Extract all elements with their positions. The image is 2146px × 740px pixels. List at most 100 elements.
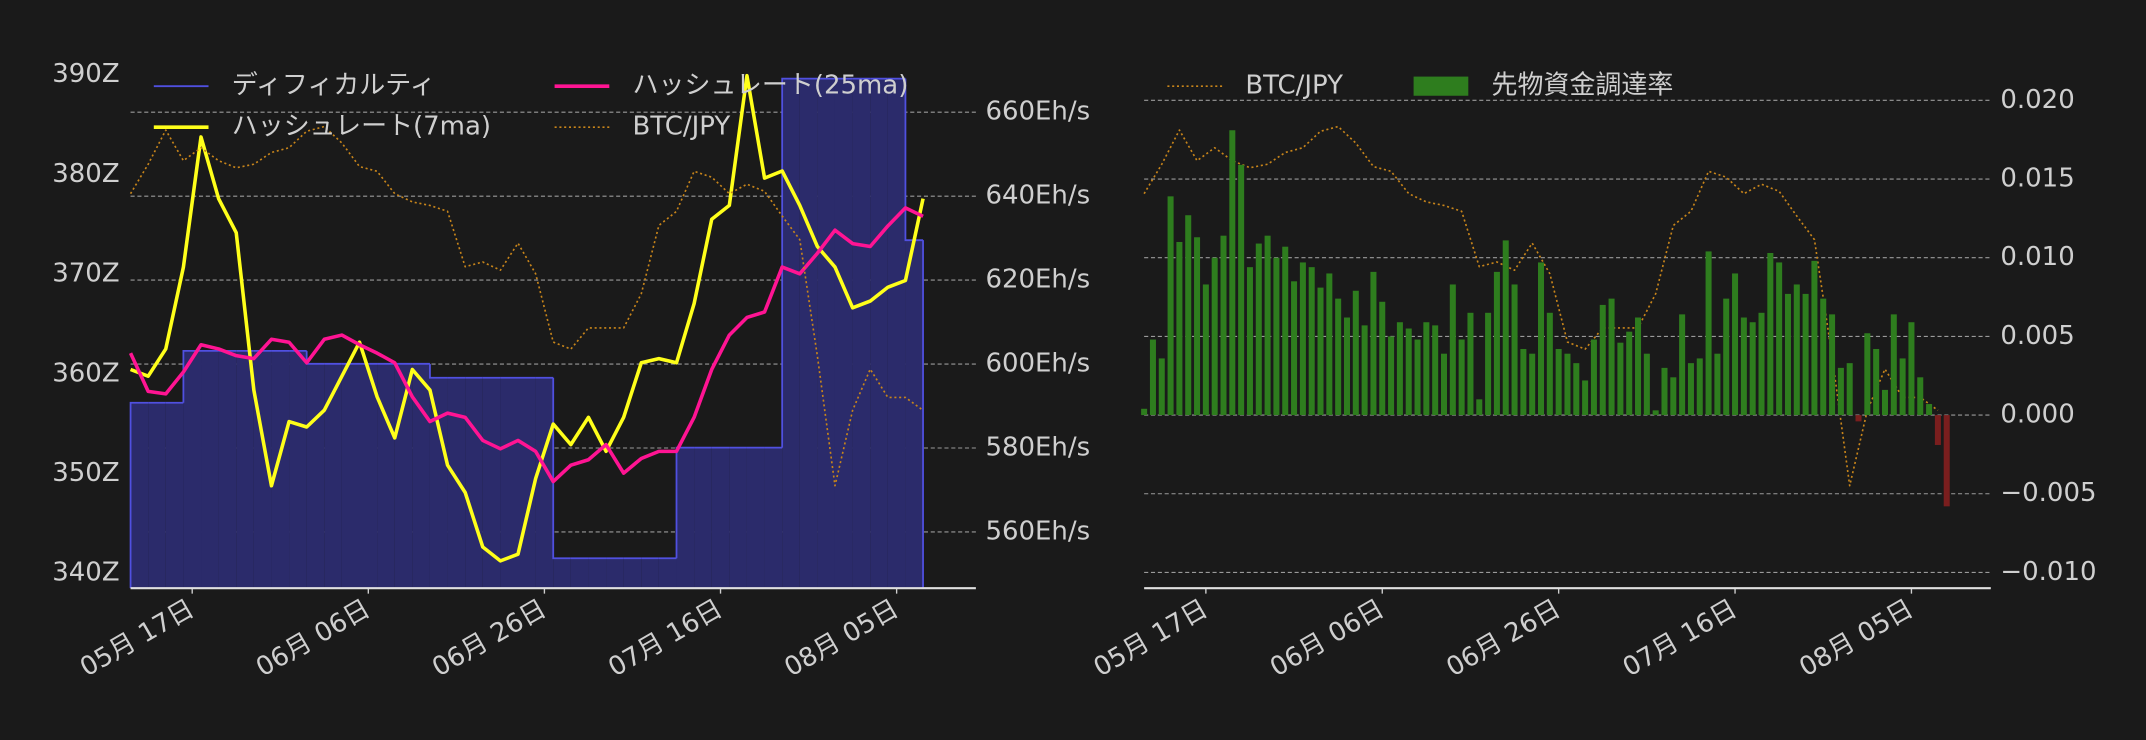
bar xyxy=(1564,353,1571,416)
legend-entry: 先物資金調達率 xyxy=(1413,71,1674,101)
bar xyxy=(1264,235,1271,416)
y-tick-label: 0.005 xyxy=(2000,321,2074,351)
step-area xyxy=(570,558,589,589)
bar xyxy=(1714,353,1721,416)
bar xyxy=(1555,348,1562,416)
bar xyxy=(1502,240,1509,416)
step-area xyxy=(606,558,624,589)
bar xyxy=(1467,312,1474,416)
step-area xyxy=(447,377,466,589)
y2-tick-label: 640Eh/s xyxy=(985,181,1090,211)
bar xyxy=(1687,363,1694,416)
step-area xyxy=(711,447,730,589)
bar xyxy=(1934,415,1941,445)
step-area xyxy=(218,350,237,589)
legend-label: ハッシュレート(25ma) xyxy=(633,71,909,101)
bar xyxy=(1573,363,1580,416)
bar xyxy=(1520,348,1527,416)
bar xyxy=(1608,298,1615,416)
bar xyxy=(1440,353,1448,416)
step-area xyxy=(905,240,924,589)
series-line xyxy=(129,125,924,487)
step-area xyxy=(412,363,430,589)
bar xyxy=(1837,367,1844,416)
series-line xyxy=(128,206,924,484)
step-area xyxy=(641,558,659,589)
step-area xyxy=(359,363,378,589)
bar xyxy=(1529,353,1536,416)
bar xyxy=(1476,399,1483,416)
bar xyxy=(1670,377,1677,416)
y2-tick-label: 660Eh/s xyxy=(985,97,1090,127)
bar xyxy=(1149,339,1156,416)
bar xyxy=(1943,415,1950,507)
step-edge xyxy=(781,77,800,448)
y-tick-label: 390Z xyxy=(52,59,119,89)
bar xyxy=(1493,271,1500,416)
step-area xyxy=(236,350,254,589)
step-area xyxy=(482,377,501,589)
bar xyxy=(1299,262,1306,416)
bar xyxy=(1599,304,1606,416)
panel: 340Z 350Z 360Z 370Z 380Z 390Z 560Eh/s 580Eh/s 60… xyxy=(52,59,1090,683)
step-area xyxy=(306,363,325,589)
step-edge xyxy=(429,363,448,379)
step-area xyxy=(852,78,871,589)
y2-tick-label: 580Eh/s xyxy=(985,432,1090,462)
bar xyxy=(1194,237,1201,416)
bar xyxy=(1776,262,1783,416)
bar xyxy=(1449,284,1456,416)
bar xyxy=(1352,290,1359,416)
bar xyxy=(1326,273,1333,416)
step-edge xyxy=(552,377,571,560)
legend-entry: ハッシュレート(7ma) xyxy=(153,112,491,142)
bar xyxy=(1652,410,1659,416)
bar xyxy=(1167,196,1174,416)
step-area xyxy=(429,377,448,589)
step-edge xyxy=(129,401,149,589)
legend-label: ディフィカルティ xyxy=(232,71,436,101)
bar xyxy=(1458,339,1465,416)
step-area xyxy=(870,78,888,589)
step-area xyxy=(799,78,818,589)
step-area xyxy=(500,377,518,589)
step-area xyxy=(183,350,202,589)
legend-label: BTC/JPY xyxy=(633,112,731,142)
bar xyxy=(1291,281,1298,416)
bar xyxy=(1749,322,1756,416)
y2-tick-label: 560Eh/s xyxy=(985,516,1090,546)
legend-label: 先物資金調達率 xyxy=(1492,71,1674,101)
bar xyxy=(1388,336,1395,416)
y-tick-label: 370Z xyxy=(52,259,119,289)
bar xyxy=(1361,325,1368,416)
step-area xyxy=(201,350,219,589)
bar xyxy=(1802,293,1809,416)
bar xyxy=(1740,317,1747,416)
step-area xyxy=(764,447,783,589)
bar xyxy=(1873,348,1880,416)
step-area xyxy=(341,363,360,589)
bar xyxy=(1317,287,1324,416)
series-line xyxy=(129,73,925,563)
bar xyxy=(1829,314,1836,416)
legend-entry: BTC/JPY xyxy=(554,112,731,142)
step-area xyxy=(676,447,695,589)
step-area xyxy=(465,377,483,589)
legend-swatch xyxy=(1413,76,1469,96)
bar xyxy=(1864,333,1871,416)
bar xyxy=(1758,312,1765,416)
bar xyxy=(1405,328,1412,416)
bar xyxy=(1811,260,1818,416)
bar xyxy=(1141,408,1148,416)
bar xyxy=(1396,322,1403,416)
bar xyxy=(1626,331,1633,416)
bar xyxy=(1511,284,1518,416)
legend-label: ハッシュレート(7ma) xyxy=(232,112,491,142)
bar xyxy=(1917,377,1924,416)
y-tick-label: 340Z xyxy=(52,558,119,588)
legend-entry: ディフィカルティ xyxy=(153,71,436,101)
panel: −0.010−0.0050.0000.0050.0100.0150.02005月… xyxy=(1089,71,2097,683)
bar xyxy=(1679,314,1686,416)
